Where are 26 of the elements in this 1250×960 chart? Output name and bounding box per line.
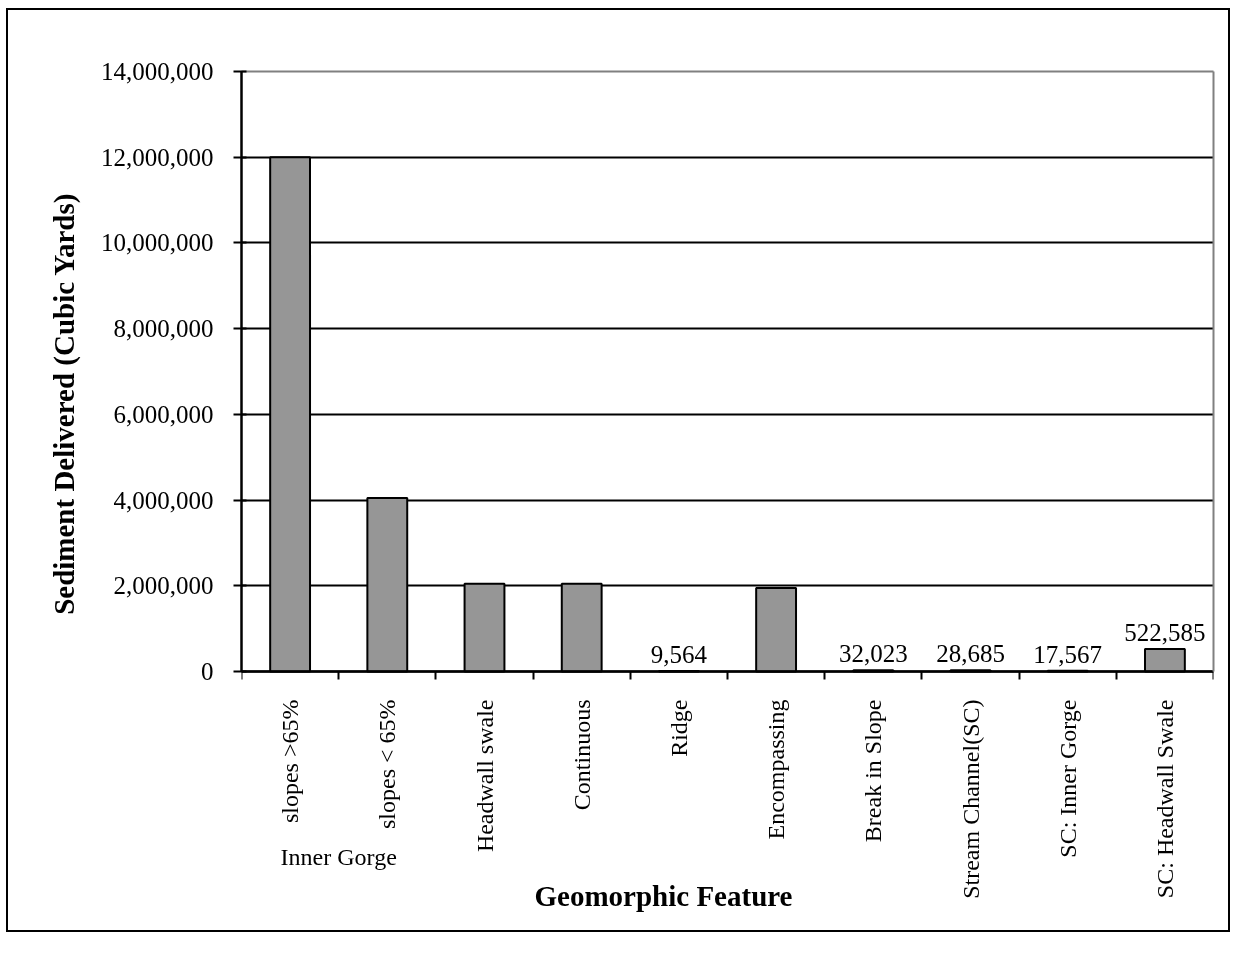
x-axis-title: Geomorphic Feature (534, 879, 793, 912)
y-tick-label: 6,000,000 (113, 400, 214, 428)
y-tick-label: 10,000,000 (101, 229, 214, 257)
x-tick-label: Continuous (568, 699, 595, 811)
data-label: 32,023 (838, 640, 908, 668)
y-tick-label: 8,000,000 (113, 315, 214, 343)
text: Inner Gorge (280, 843, 397, 870)
y-axis-title: Sediment Delivered (Cubic Yards) (47, 193, 81, 615)
x-tick-label: Stream Channel(SC) (957, 699, 984, 899)
x-tick-label: slopes < 65% (374, 699, 401, 830)
x-tick-label: SC: Headwall Swale (1151, 699, 1178, 899)
y-tick-label: 0 (201, 658, 214, 685)
y-tick-label: 12,000,000 (101, 143, 214, 171)
x-tick-label: Break in Slope (860, 699, 887, 843)
data-label: 28,685 (936, 640, 1005, 668)
x-tick-label: Encompassing (763, 699, 790, 840)
x-tick-label: SC: Inner Gorge (1054, 699, 1081, 858)
y-tick-label: 4,000,000 (113, 486, 214, 514)
x-tick-label: slopes >65% (277, 699, 304, 824)
x-tick-label: Ridge (665, 699, 692, 757)
data-label: 17,567 (1033, 640, 1103, 668)
y-tick-label: 2,000,000 (113, 572, 214, 600)
data-label: 522,585 (1124, 619, 1206, 647)
data-label: 9,564 (650, 641, 708, 669)
y-tick-label: 14,000,000 (101, 58, 214, 85)
x-tick-label: Headwall swale (471, 699, 498, 853)
